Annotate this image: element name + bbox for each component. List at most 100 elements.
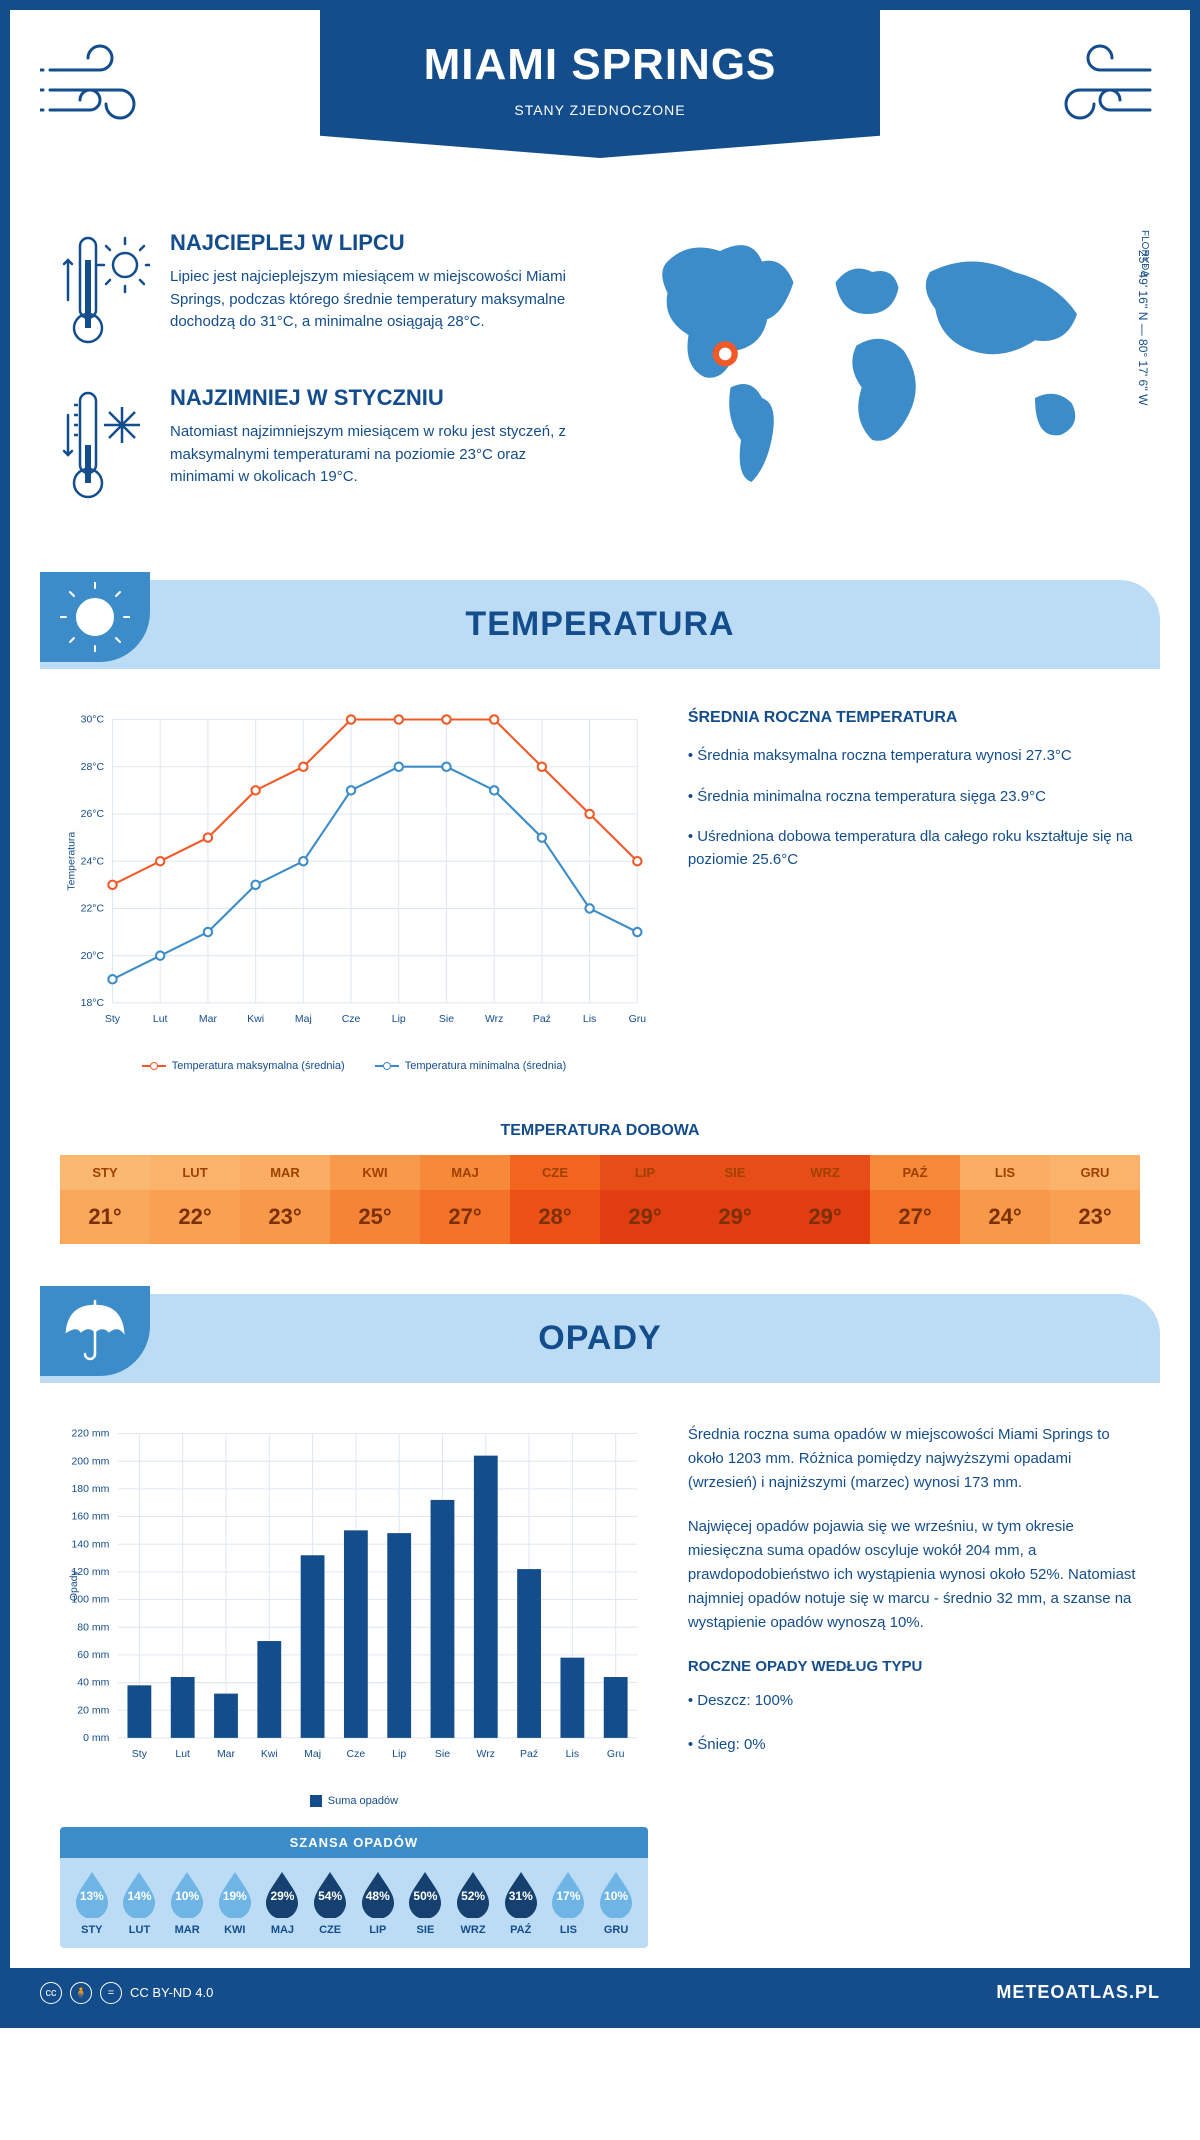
chance-cell: 29%MAJ <box>259 1870 307 1936</box>
umbrella-icon <box>40 1286 150 1376</box>
coldest-block: NAJZIMNIEJ W STYCZNIU Natomiast najzimni… <box>60 385 585 510</box>
svg-text:Temperatura: Temperatura <box>67 832 78 891</box>
temp-bullet: • Średnia minimalna roczna temperatura s… <box>688 786 1140 809</box>
svg-text:18°C: 18°C <box>81 998 105 1009</box>
precip-chance-box: SZANSA OPADÓW 13%STY14%LUT10%MAR19%KWI29… <box>60 1827 648 1948</box>
svg-text:Gru: Gru <box>629 1014 647 1025</box>
svg-text:200 mm: 200 mm <box>71 1456 109 1467</box>
sun-icon <box>40 572 150 662</box>
avg-temp-title: ŚREDNIA ROCZNA TEMPERATURA <box>688 709 1140 727</box>
svg-text:Lut: Lut <box>175 1749 190 1760</box>
page-title: MIAMI SPRINGS <box>340 40 860 90</box>
daily-cell: GRU23° <box>1050 1155 1140 1244</box>
daily-temp-table: STY21°LUT22°MAR23°KWI25°MAJ27°CZE28°LIP2… <box>60 1155 1140 1244</box>
page-subtitle: STANY ZJEDNOCZONE <box>340 102 860 118</box>
svg-text:Sty: Sty <box>132 1749 148 1760</box>
precipitation-title: OPADY <box>40 1319 1160 1358</box>
chance-cell: 19%KWI <box>211 1870 259 1936</box>
annual-bullet: • Śnieg: 0% <box>688 1733 1140 1757</box>
legend-item: Temperatura minimalna (średnia) <box>375 1060 566 1072</box>
svg-text:Maj: Maj <box>295 1014 312 1025</box>
svg-text:Lis: Lis <box>583 1014 596 1025</box>
svg-text:80 mm: 80 mm <box>77 1622 109 1633</box>
daily-cell: MAJ27° <box>420 1155 510 1244</box>
temp-bullet: • Uśredniona dobowa temperatura dla całe… <box>688 826 1140 871</box>
svg-text:180 mm: 180 mm <box>71 1484 109 1495</box>
chance-cell: 50%SIE <box>402 1870 450 1936</box>
temperature-title: TEMPERATURA <box>40 605 1160 644</box>
hottest-title: NAJCIEPLEJ W LIPCU <box>170 230 585 256</box>
annual-bullet: • Deszcz: 100% <box>688 1689 1140 1713</box>
svg-text:Lis: Lis <box>566 1749 579 1760</box>
daily-cell: CZE28° <box>510 1155 600 1244</box>
svg-text:140 mm: 140 mm <box>71 1539 109 1550</box>
daily-temp-title: TEMPERATURA DOBOWA <box>10 1122 1190 1140</box>
svg-text:Gru: Gru <box>607 1749 625 1760</box>
chance-cell: 31%PAŹ <box>497 1870 545 1936</box>
precipitation-chart: 0 mm20 mm40 mm60 mm80 mm100 mm120 mm140 … <box>60 1423 648 1780</box>
svg-text:Sty: Sty <box>105 1014 121 1025</box>
svg-text:Mar: Mar <box>217 1749 236 1760</box>
precip-legend: Suma opadów <box>310 1795 398 1807</box>
precip-para1: Średnia roczna suma opadów w miejscowośc… <box>688 1423 1140 1495</box>
daily-cell: LIS24° <box>960 1155 1050 1244</box>
svg-text:Maj: Maj <box>304 1749 321 1760</box>
svg-text:20°C: 20°C <box>81 951 105 962</box>
title-banner: MIAMI SPRINGS STANY ZJEDNOCZONE <box>320 10 880 158</box>
temp-bullet: • Średnia maksymalna roczna temperatura … <box>688 745 1140 768</box>
footer: cc 🧍 = CC BY-ND 4.0 METEOATLAS.PL <box>10 1968 1190 2018</box>
svg-text:Sie: Sie <box>435 1749 450 1760</box>
svg-text:20 mm: 20 mm <box>77 1705 109 1716</box>
svg-text:Sie: Sie <box>439 1014 454 1025</box>
svg-text:Lip: Lip <box>392 1014 406 1025</box>
intro-section: NAJCIEPLEJ W LIPCU Lipiec jest najcieple… <box>10 210 1190 580</box>
svg-text:60 mm: 60 mm <box>77 1650 109 1661</box>
precipitation-section-header: OPADY <box>40 1294 1160 1383</box>
by-icon: 🧍 <box>70 1982 92 2004</box>
svg-text:Kwi: Kwi <box>247 1014 264 1025</box>
nd-icon: = <box>100 1982 122 2004</box>
svg-text:Lut: Lut <box>153 1014 168 1025</box>
daily-cell: KWI25° <box>330 1155 420 1244</box>
svg-text:26°C: 26°C <box>81 809 105 820</box>
svg-text:0 mm: 0 mm <box>83 1733 109 1744</box>
thermometer-hot-icon <box>60 230 150 355</box>
temperature-section-header: TEMPERATURA <box>40 580 1160 669</box>
chance-cell: 13%STY <box>68 1870 116 1936</box>
daily-cell: LIP29° <box>600 1155 690 1244</box>
svg-text:Cze: Cze <box>342 1014 361 1025</box>
daily-cell: STY21° <box>60 1155 150 1244</box>
svg-text:22°C: 22°C <box>81 904 105 915</box>
annual-precip-title: ROCZNE OPADY WEDŁUG TYPU <box>688 1655 1140 1679</box>
svg-text:Mar: Mar <box>199 1014 218 1025</box>
daily-cell: PAŹ27° <box>870 1155 960 1244</box>
svg-text:30°C: 30°C <box>81 715 105 726</box>
coldest-title: NAJZIMNIEJ W STYCZNIU <box>170 385 585 411</box>
wind-icon <box>1020 40 1160 140</box>
chance-title: SZANSA OPADÓW <box>60 1827 648 1858</box>
svg-text:Wrz: Wrz <box>485 1014 503 1025</box>
svg-text:Kwi: Kwi <box>261 1749 278 1760</box>
coldest-text: Natomiast najzimniejszym miesiącem w rok… <box>170 421 585 489</box>
daily-cell: MAR23° <box>240 1155 330 1244</box>
chance-cell: 10%MAR <box>163 1870 211 1936</box>
hottest-text: Lipiec jest najcieplejszym miesiącem w m… <box>170 266 585 334</box>
precip-para2: Najwięcej opadów pojawia się we wrześniu… <box>688 1515 1140 1635</box>
svg-text:220 mm: 220 mm <box>71 1429 109 1440</box>
svg-text:Opady: Opady <box>69 1569 80 1601</box>
svg-text:Cze: Cze <box>347 1749 366 1760</box>
header: MIAMI SPRINGS STANY ZJEDNOCZONE <box>10 10 1190 210</box>
temperature-chart: 18°C 20°C 22°C 24°C 26°C 28°C 30°C Sty Lut Mar Kwi… <box>60 709 648 1072</box>
daily-cell: SIE29° <box>690 1155 780 1244</box>
svg-text:40 mm: 40 mm <box>77 1678 109 1689</box>
hottest-block: NAJCIEPLEJ W LIPCU Lipiec jest najcieple… <box>60 230 585 355</box>
chance-cell: 52%WRZ <box>449 1870 497 1936</box>
svg-text:Lip: Lip <box>392 1749 406 1760</box>
chance-cell: 17%LIS <box>545 1870 593 1936</box>
svg-text:28°C: 28°C <box>81 762 105 773</box>
chance-cell: 14%LUT <box>116 1870 164 1936</box>
daily-cell: WRZ29° <box>780 1155 870 1244</box>
site-name: METEOATLAS.PL <box>996 1982 1160 2003</box>
svg-text:24°C: 24°C <box>81 856 105 867</box>
chance-cell: 48%LIP <box>354 1870 402 1936</box>
